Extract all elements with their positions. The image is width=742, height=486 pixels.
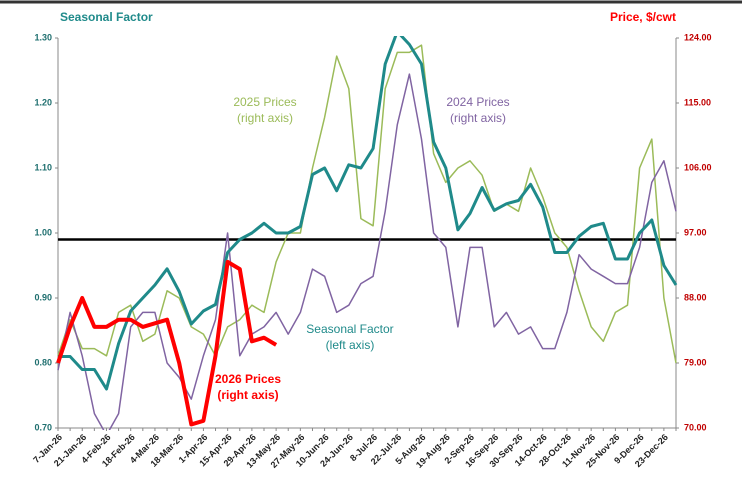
annotation: 2024 Prices: [446, 95, 509, 109]
y2-axis-title: Price, $/cwt: [610, 10, 676, 24]
series-line: [57, 44, 677, 364]
y-tick-label: 0.80: [34, 357, 52, 367]
y2-tick-label: 70.00: [684, 422, 707, 432]
plot-area: [56, 36, 678, 430]
y-tick-label: 1.20: [34, 97, 52, 107]
y-tick-label: 1.30: [34, 32, 52, 42]
y2-tick-label: 124.00: [684, 32, 712, 42]
annotation-note: (right axis): [450, 111, 506, 125]
y2-tick-label: 115.00: [684, 97, 711, 107]
annotation: 2026 Prices: [215, 372, 281, 386]
annotation-note: (right axis): [217, 388, 278, 402]
annotation: 2025 Prices: [233, 95, 296, 109]
y2-tick-label: 88.00: [684, 292, 707, 302]
y2-tick-label: 106.00: [684, 162, 712, 172]
y-tick-label: 0.90: [34, 292, 52, 302]
y-axis-title: Seasonal Factor: [60, 10, 153, 24]
series-line: [57, 73, 677, 430]
series-line: [56, 259, 278, 427]
y2-tick-label: 97.00: [684, 227, 707, 237]
y2-tick-label: 79.00: [684, 357, 707, 367]
y-tick-label: 0.70: [34, 422, 52, 432]
annotation-note: (left axis): [326, 338, 375, 352]
annotation: Seasonal Factor: [306, 322, 393, 336]
y-tick-label: 1.10: [34, 162, 52, 172]
series-line: [58, 36, 678, 391]
y-tick-label: 1.00: [34, 227, 52, 237]
annotation-note: (right axis): [237, 111, 293, 125]
